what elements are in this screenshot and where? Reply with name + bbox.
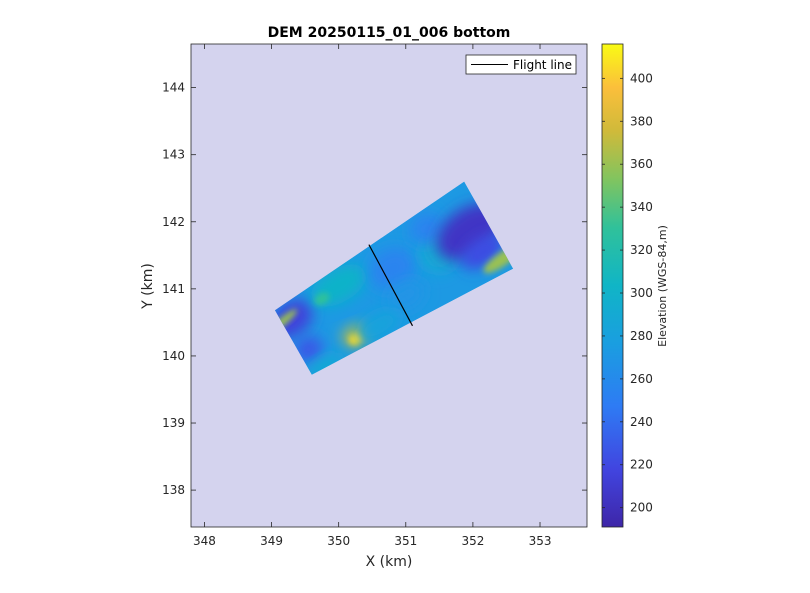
dem-relief-7: [387, 280, 425, 311]
dem-relief-1: [294, 336, 323, 363]
y-tick-label: 141: [162, 282, 185, 296]
colorbar-tick-label: 280: [630, 329, 653, 343]
y-tick-label: 138: [162, 483, 185, 497]
colorbar-tick-label: 300: [630, 286, 653, 300]
colorbar-tick-label: 320: [630, 243, 653, 257]
y-tick-label: 140: [162, 349, 185, 363]
dem-relief-6: [369, 247, 416, 290]
colorbar-gradient: [601, 43, 624, 528]
colorbar-tick-label: 380: [630, 114, 653, 128]
y-tick-label: 143: [162, 148, 185, 162]
legend: Flight line: [465, 54, 577, 75]
y-tick-label: 139: [162, 416, 185, 430]
dem-relief-5: [314, 292, 330, 306]
chart-title: DEM 20250115_01_006 bottom: [268, 25, 511, 41]
colorbar-label: Elevation (WGS-84,m): [656, 225, 669, 347]
colorbar-tick-label: 360: [630, 157, 653, 171]
colorbar-tick-label: 220: [630, 458, 653, 472]
plot-frame: [190, 43, 588, 528]
x-tick-label: 349: [260, 534, 283, 548]
x-tick-label: 348: [193, 534, 216, 548]
x-tick-label: 350: [327, 534, 350, 548]
x-axis-label: X (km): [366, 554, 413, 570]
flight-line: [368, 244, 414, 327]
y-axis-ticks: 138 139 140 141 142 143 144: [162, 81, 587, 497]
dem-relief-9: [409, 213, 443, 244]
y-tick-label: 142: [162, 215, 185, 229]
x-tick-label: 352: [461, 534, 484, 548]
colorbar-ticks: 200 220 240 260 280 300 320 340 360 380 400: [602, 71, 653, 515]
colorbar-tick-label: 240: [630, 415, 653, 429]
colorbar-tick-label: 260: [630, 372, 653, 386]
dem-relief-14: [307, 353, 344, 375]
y-axis-label: Y (km): [140, 263, 156, 310]
colorbar-tick-label: 200: [630, 501, 653, 515]
y-tick-label: 144: [162, 81, 185, 95]
x-tick-label: 351: [394, 534, 417, 548]
x-tick-label: 353: [529, 534, 552, 548]
colorbar-tick-label: 400: [630, 71, 653, 85]
colorbar: 200 220 240 260 280 300 320 340 360 380 400 Elevat…: [601, 43, 669, 528]
legend-box: [465, 54, 577, 75]
x-axis-ticks: 348 349 350 351 352 353: [193, 44, 551, 548]
plot-area: 348 349 350 351 352 353 138 139 140 141 142 143 144: [162, 43, 588, 548]
legend-entry-flight-line: Flight line: [513, 58, 572, 72]
dem-relief-15: [357, 310, 401, 342]
colorbar-tick-label: 340: [630, 200, 653, 214]
